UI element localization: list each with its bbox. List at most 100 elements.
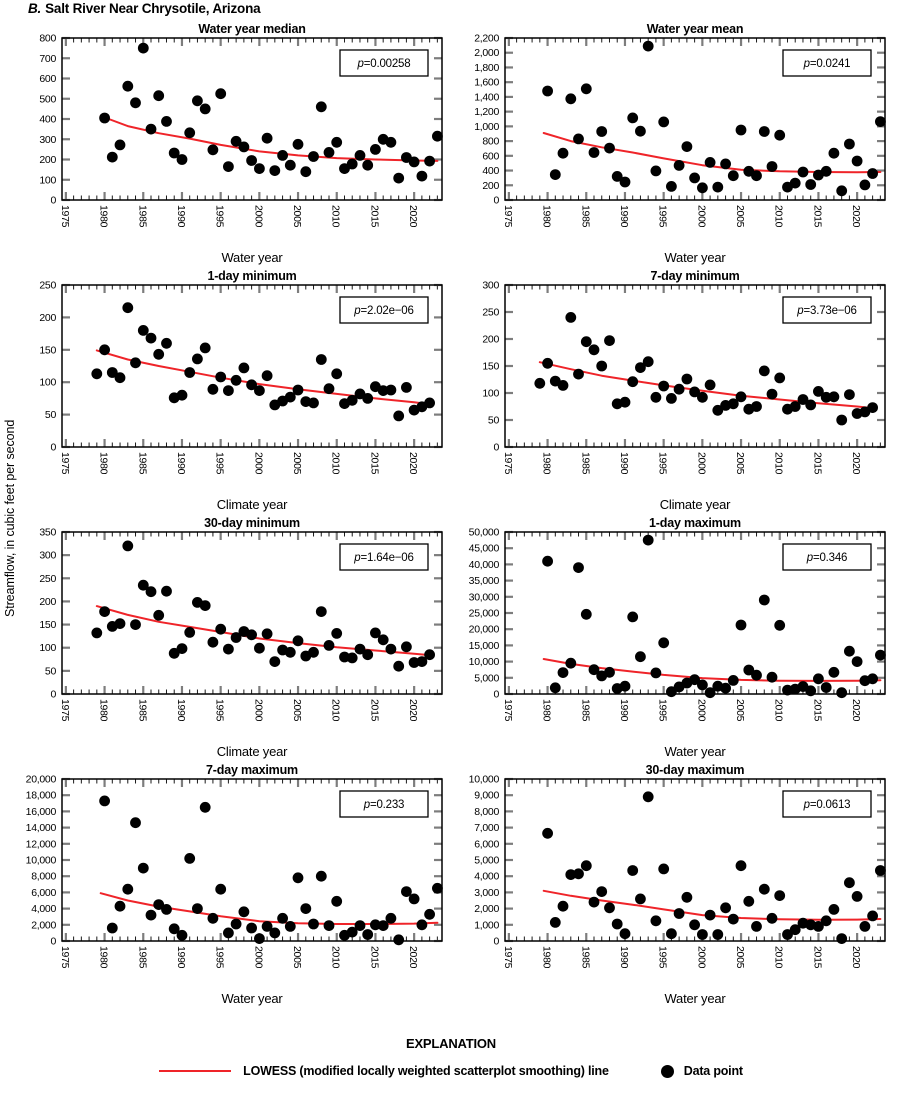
data-point [828,904,840,915]
y-tick-label: 18,000 [26,790,57,802]
p-value-label: p=3.73e−06 [796,305,856,317]
data-point [223,643,234,655]
data-point [315,870,327,882]
data-point [122,302,134,314]
data-point [385,136,397,148]
y-tick-label: 400 [482,165,499,177]
data-point [720,158,731,170]
y-tick-label: 150 [482,361,499,373]
p-value-label: p=1.64e−06 [353,552,413,564]
data-point [557,900,569,912]
x-tick-label: 2000 [695,946,707,969]
x-tick-label: 1995 [214,699,226,722]
data-point [689,674,700,686]
y-tick-label: 0 [50,689,56,701]
chart-1-day-maximum: 1975 1980 1985 1990 1995 2000 2005 2010 2015 2020… [458,516,901,763]
data-point [370,919,381,931]
x-axis-label: Water year [664,991,726,1006]
y-tick-label: 10,000 [469,774,500,786]
data-point [658,637,670,649]
y-tick-label: 100 [39,174,56,186]
data-point [565,657,577,669]
data-point [727,170,739,182]
data-point [122,540,134,552]
data-point [362,159,374,171]
legend: EXPLANATION LOWESS (modified locally wei… [0,1036,902,1078]
x-tick-label: 1985 [579,452,591,475]
data-point [844,138,855,150]
data-point [207,636,219,648]
data-point [277,912,288,924]
data-point [836,185,848,197]
y-tick-label: 600 [39,73,56,85]
data-point [401,382,412,393]
data-point [859,921,871,932]
y-tick-label: 100 [39,377,56,389]
data-point [246,155,257,166]
data-point [254,385,265,396]
data-point [315,101,327,113]
data-points [91,302,435,422]
x-tick-label: 2010 [330,946,342,969]
legend-heading: EXPLANATION [405,1036,496,1051]
y-tick-label: 1,800 [474,62,499,74]
data-point [354,150,366,161]
data-point [689,172,700,184]
plot-title: 7-day minimum [650,269,739,283]
data-point [720,902,731,914]
y-tick-label: 0 [50,195,56,207]
data-point [619,928,631,940]
data-point [269,165,281,177]
data-point [588,344,600,356]
data-point [145,909,157,921]
x-tick-label: 2015 [811,452,823,475]
data-point [542,85,553,97]
data-point [867,402,878,413]
data-point [184,127,196,139]
data-point [184,627,196,638]
data-point [230,918,242,930]
data-point [254,933,265,944]
y-tick-label: 50,000 [469,527,500,539]
data-point-swatch [660,1064,674,1078]
data-point [207,144,219,156]
y-tick-label: 12,000 [26,838,57,850]
x-tick-label: 1995 [657,699,669,722]
data-point [315,606,327,617]
y-tick-label: 6,000 [474,838,499,850]
x-tick-label: 2010 [773,699,785,722]
data-point [269,927,281,939]
data-point [658,116,670,128]
data-point [424,155,435,167]
data-point [727,675,739,686]
data-point [432,882,443,894]
x-axis-label: Water year [664,250,726,265]
data-point [735,391,747,403]
y-tick-label: 5,000 [474,855,499,867]
data-point [813,673,824,685]
data-point [184,853,196,864]
p-value-box [782,49,872,77]
y-tick-label: 500 [39,93,56,105]
data-point [377,920,389,931]
x-tick-label: 1975 [502,205,514,228]
data-point [215,623,227,635]
x-tick-label: 1980 [98,452,110,475]
data-point [689,386,700,398]
x-tick-label: 1980 [98,699,110,722]
data-point [145,586,157,598]
data-point [549,917,561,928]
x-tick-label: 2015 [368,946,380,969]
data-point [758,365,770,377]
x-axis-label: Climate year [217,744,288,759]
data-point [596,126,608,137]
y-tick-label: 2,000 [31,919,56,931]
data-point [635,893,646,905]
data-point [666,393,677,404]
p-value-box [782,790,872,818]
data-point [199,600,211,611]
data-point [642,791,654,803]
data-point [122,883,134,895]
p-value-box [782,296,872,324]
data-point [697,929,708,940]
